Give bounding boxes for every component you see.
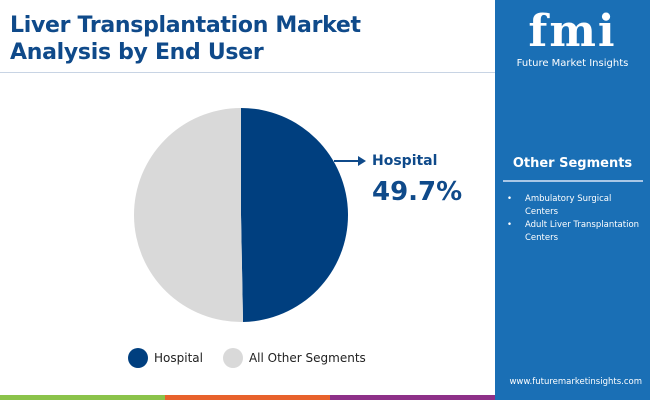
title-divider: [0, 72, 495, 73]
callout-label: Hospital: [372, 153, 438, 169]
other-segments-divider: [503, 180, 643, 182]
callout-arrow-icon: [358, 156, 366, 166]
website-url[interactable]: www.futuremarketinsights.com: [509, 377, 642, 387]
legend-label: Hospital: [154, 351, 203, 365]
logo-text: Future Market Insights: [516, 58, 629, 69]
bottom-bar-orange: [165, 395, 330, 400]
bottom-bar-purple: [330, 395, 495, 400]
side-panel: fmi Future Market Insights Other Segment…: [495, 0, 650, 395]
page-title: Liver Transplantation Market Analysis by…: [10, 13, 361, 65]
list-item: Adult Liver Transplantation Centers: [507, 219, 647, 244]
legend-item-other: All Other Segments: [222, 348, 366, 368]
legend-item-hospital: Hospital: [128, 348, 203, 368]
other-segments-title: Other Segments: [512, 156, 633, 171]
bottom-bar-green: [0, 395, 165, 400]
fmi-logo: fmi Future Market Insights: [515, 6, 630, 69]
logo-mark: fmi: [528, 6, 617, 57]
bottom-bar-blue: [495, 395, 650, 400]
callout-value: 49.7%: [372, 177, 463, 207]
other-segments-list: Ambulatory Surgical Centers Adult Liver …: [507, 193, 647, 245]
legend-label: All Other Segments: [248, 351, 366, 365]
pie-chart: [133, 108, 366, 322]
legend-swatch-other: [222, 348, 243, 368]
legend: Hospital All Other Segments: [128, 348, 386, 368]
pie-slice-hospital: [241, 108, 348, 322]
legend-swatch-hospital: [128, 348, 148, 368]
pie-slice-all-other-segments: [133, 108, 244, 322]
list-item: Ambulatory Surgical Centers: [507, 193, 647, 218]
